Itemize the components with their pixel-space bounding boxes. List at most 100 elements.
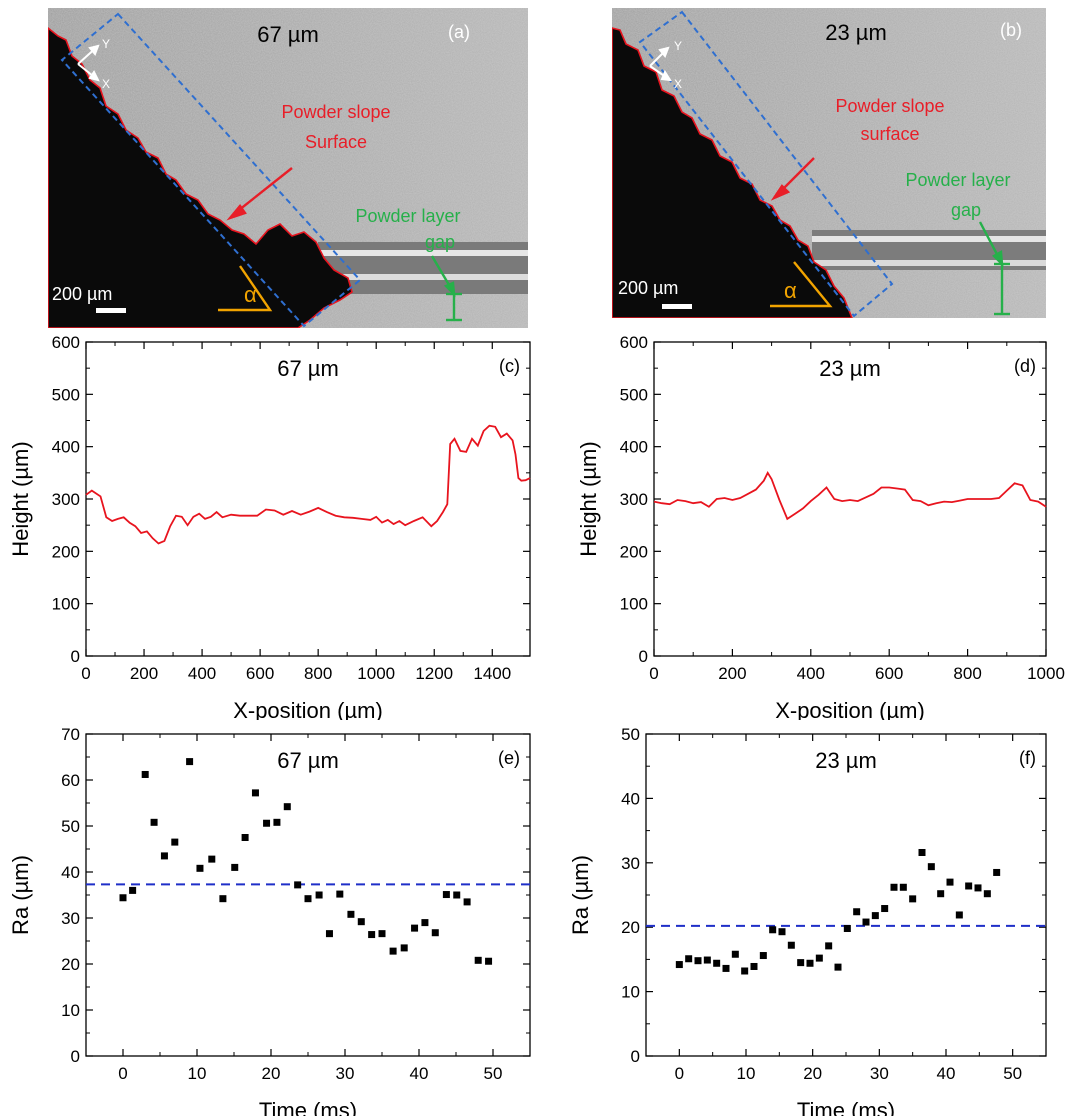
- y-tick-label-e: 70: [61, 725, 80, 744]
- gap-label-a-line2: gap: [425, 232, 455, 252]
- x-tick-label-c: 0: [81, 664, 90, 683]
- y-tick-label-f: 20: [621, 918, 640, 937]
- x-tick-label-e: 30: [336, 1064, 355, 1083]
- y-tick-label-c: 300: [52, 490, 80, 509]
- micrograph-b: Y X 23 µm (b) Powder slope surface Powde…: [612, 8, 1046, 318]
- scalebar-a: [96, 308, 126, 313]
- data-point-f: [769, 926, 777, 934]
- data-point-e: [378, 930, 386, 938]
- data-point-f: [881, 905, 889, 913]
- y-tick-label-c: 100: [52, 595, 80, 614]
- x-tick-label-c: 800: [304, 664, 332, 683]
- data-point-f: [843, 924, 851, 932]
- slope-label-b-line2: surface: [860, 124, 919, 144]
- data-point-e: [442, 891, 450, 899]
- panel-letter-a: (a): [448, 22, 470, 42]
- x-tick-label-f: 20: [803, 1064, 822, 1083]
- data-point-e: [196, 864, 204, 872]
- data-point-e: [171, 838, 179, 846]
- data-point-f: [946, 878, 954, 886]
- angle-marker-a: [218, 265, 273, 312]
- data-point-e: [325, 930, 333, 938]
- data-point-f: [853, 908, 861, 916]
- data-point-e: [421, 919, 429, 927]
- x-tick-label-c: 1400: [473, 664, 511, 683]
- panel-letter-b: (b): [1000, 20, 1022, 40]
- data-point-f: [974, 884, 982, 892]
- y-axis-label-d: Height (µm): [576, 441, 601, 556]
- analysis-region-box-b: [638, 10, 894, 318]
- chart-title-f: 23 µm: [815, 748, 877, 773]
- x-tick-label-e: 40: [410, 1064, 429, 1083]
- x-tick-label-c: 400: [188, 664, 216, 683]
- scalebar-label-b: 200 µm: [618, 278, 678, 298]
- y-tick-label-f: 30: [621, 854, 640, 873]
- y-tick-label-e: 50: [61, 817, 80, 836]
- y-tick-label-d: 0: [639, 647, 648, 666]
- plot-frame-e: [85, 733, 531, 1057]
- data-point-f: [703, 956, 711, 964]
- axis-x-label-a: X: [102, 77, 110, 91]
- data-point-e: [315, 891, 323, 899]
- data-point-e: [129, 886, 137, 894]
- data-point-f: [741, 967, 749, 975]
- x-tick-label-e: 0: [118, 1064, 127, 1083]
- data-point-f: [685, 955, 693, 963]
- slope-label-a-line1: Powder slope: [281, 102, 390, 122]
- data-point-f: [778, 928, 786, 936]
- data-point-e: [231, 863, 239, 871]
- y-tick-label-c: 200: [52, 542, 80, 561]
- axis-y-label-b: Y: [674, 39, 682, 53]
- panel-letter-f: (f): [1019, 748, 1036, 768]
- y-tick-label-f: 10: [621, 983, 640, 1002]
- y-tick-label-e: 60: [61, 771, 80, 790]
- x-tick-label-e: 20: [262, 1064, 281, 1083]
- data-point-f: [965, 882, 973, 890]
- data-point-f: [862, 918, 870, 926]
- chart-f: 0 10 20 30 40 50 0 10 20 30 40 50 23 µm (f) Time (ms) R…: [568, 725, 1047, 1116]
- analysis-region-box-a: [60, 12, 362, 328]
- data-point-e: [368, 931, 376, 939]
- data-point-e: [219, 895, 227, 903]
- data-point-f: [750, 962, 758, 970]
- data-point-f: [937, 890, 945, 898]
- x-tick-label-c: 600: [246, 664, 274, 683]
- data-point-f: [694, 957, 702, 965]
- data-point-e: [186, 758, 194, 766]
- chart-d: 0 100 200 300 400 500 600 0 200 400 600 800 1000 23 µ…: [576, 333, 1065, 720]
- y-tick-label-f: 0: [631, 1047, 640, 1066]
- y-tick-label-e: 40: [61, 863, 80, 882]
- chart-title-e: 67 µm: [277, 748, 339, 773]
- y-tick-label-f: 50: [621, 725, 640, 744]
- data-point-e: [283, 803, 291, 811]
- y-axis-label-e: Ra (µm): [8, 855, 33, 935]
- slope-label-a-line2: Surface: [305, 132, 367, 152]
- data-point-e: [431, 929, 439, 937]
- data-point-e: [150, 818, 158, 826]
- plot-frame-c: [85, 341, 531, 657]
- height-profile-line-c: [85, 424, 531, 545]
- axis-x-label-b: X: [674, 77, 682, 91]
- powder-slope-shadow-a: [48, 26, 353, 328]
- y-axis-label-c: Height (µm): [8, 441, 33, 556]
- slope-arrow-a: [226, 167, 293, 221]
- scalebar-label-a: 200 µm: [52, 284, 112, 304]
- data-point-e: [304, 895, 312, 903]
- data-point-e: [336, 890, 344, 898]
- y-tick-label-d: 100: [620, 595, 648, 614]
- data-point-f: [675, 961, 683, 969]
- data-point-f: [834, 963, 842, 971]
- data-point-f: [871, 912, 879, 920]
- xy-axis-arrows-a: [77, 44, 100, 82]
- data-point-f: [899, 883, 907, 891]
- axis-y-label-a: Y: [102, 37, 110, 51]
- panel-letter-d: (d): [1014, 356, 1036, 376]
- xy-axis-arrows-b: [649, 46, 672, 82]
- panel-letter-c: (c): [499, 356, 520, 376]
- data-point-e: [347, 910, 355, 918]
- data-point-f: [983, 890, 991, 898]
- x-tick-label-f: 0: [675, 1064, 684, 1083]
- micrograph-a: Y X 67 µm (a) Powder slope Surface Powde…: [48, 8, 528, 328]
- x-tick-label-c: 1000: [357, 664, 395, 683]
- angle-label-a: α: [244, 282, 257, 307]
